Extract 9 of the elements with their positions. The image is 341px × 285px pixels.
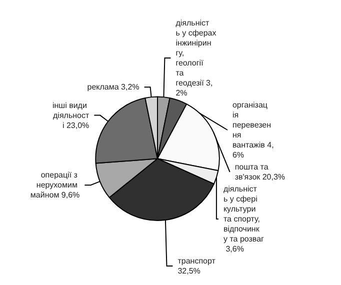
data-label: 32,5% — [178, 266, 200, 276]
slice-label: реклама 3,2% — [87, 82, 140, 92]
slice-label: діяльність у сфері культури та спорту, відпочинку та розваг — [223, 184, 264, 244]
data-label: 3,6% — [223, 244, 244, 254]
slice-label: операції з нерухомим майном 9,6% — [30, 170, 80, 200]
slice-label: транспорт — [178, 256, 218, 266]
slice-label: інші види діяльності 23,0% — [52, 100, 90, 130]
slice-label: діяльність у сферах інжинірингу, геології та геодезії 3,2% — [176, 18, 218, 98]
slice-label: пошта та зв'язок 20,3% — [234, 162, 286, 182]
